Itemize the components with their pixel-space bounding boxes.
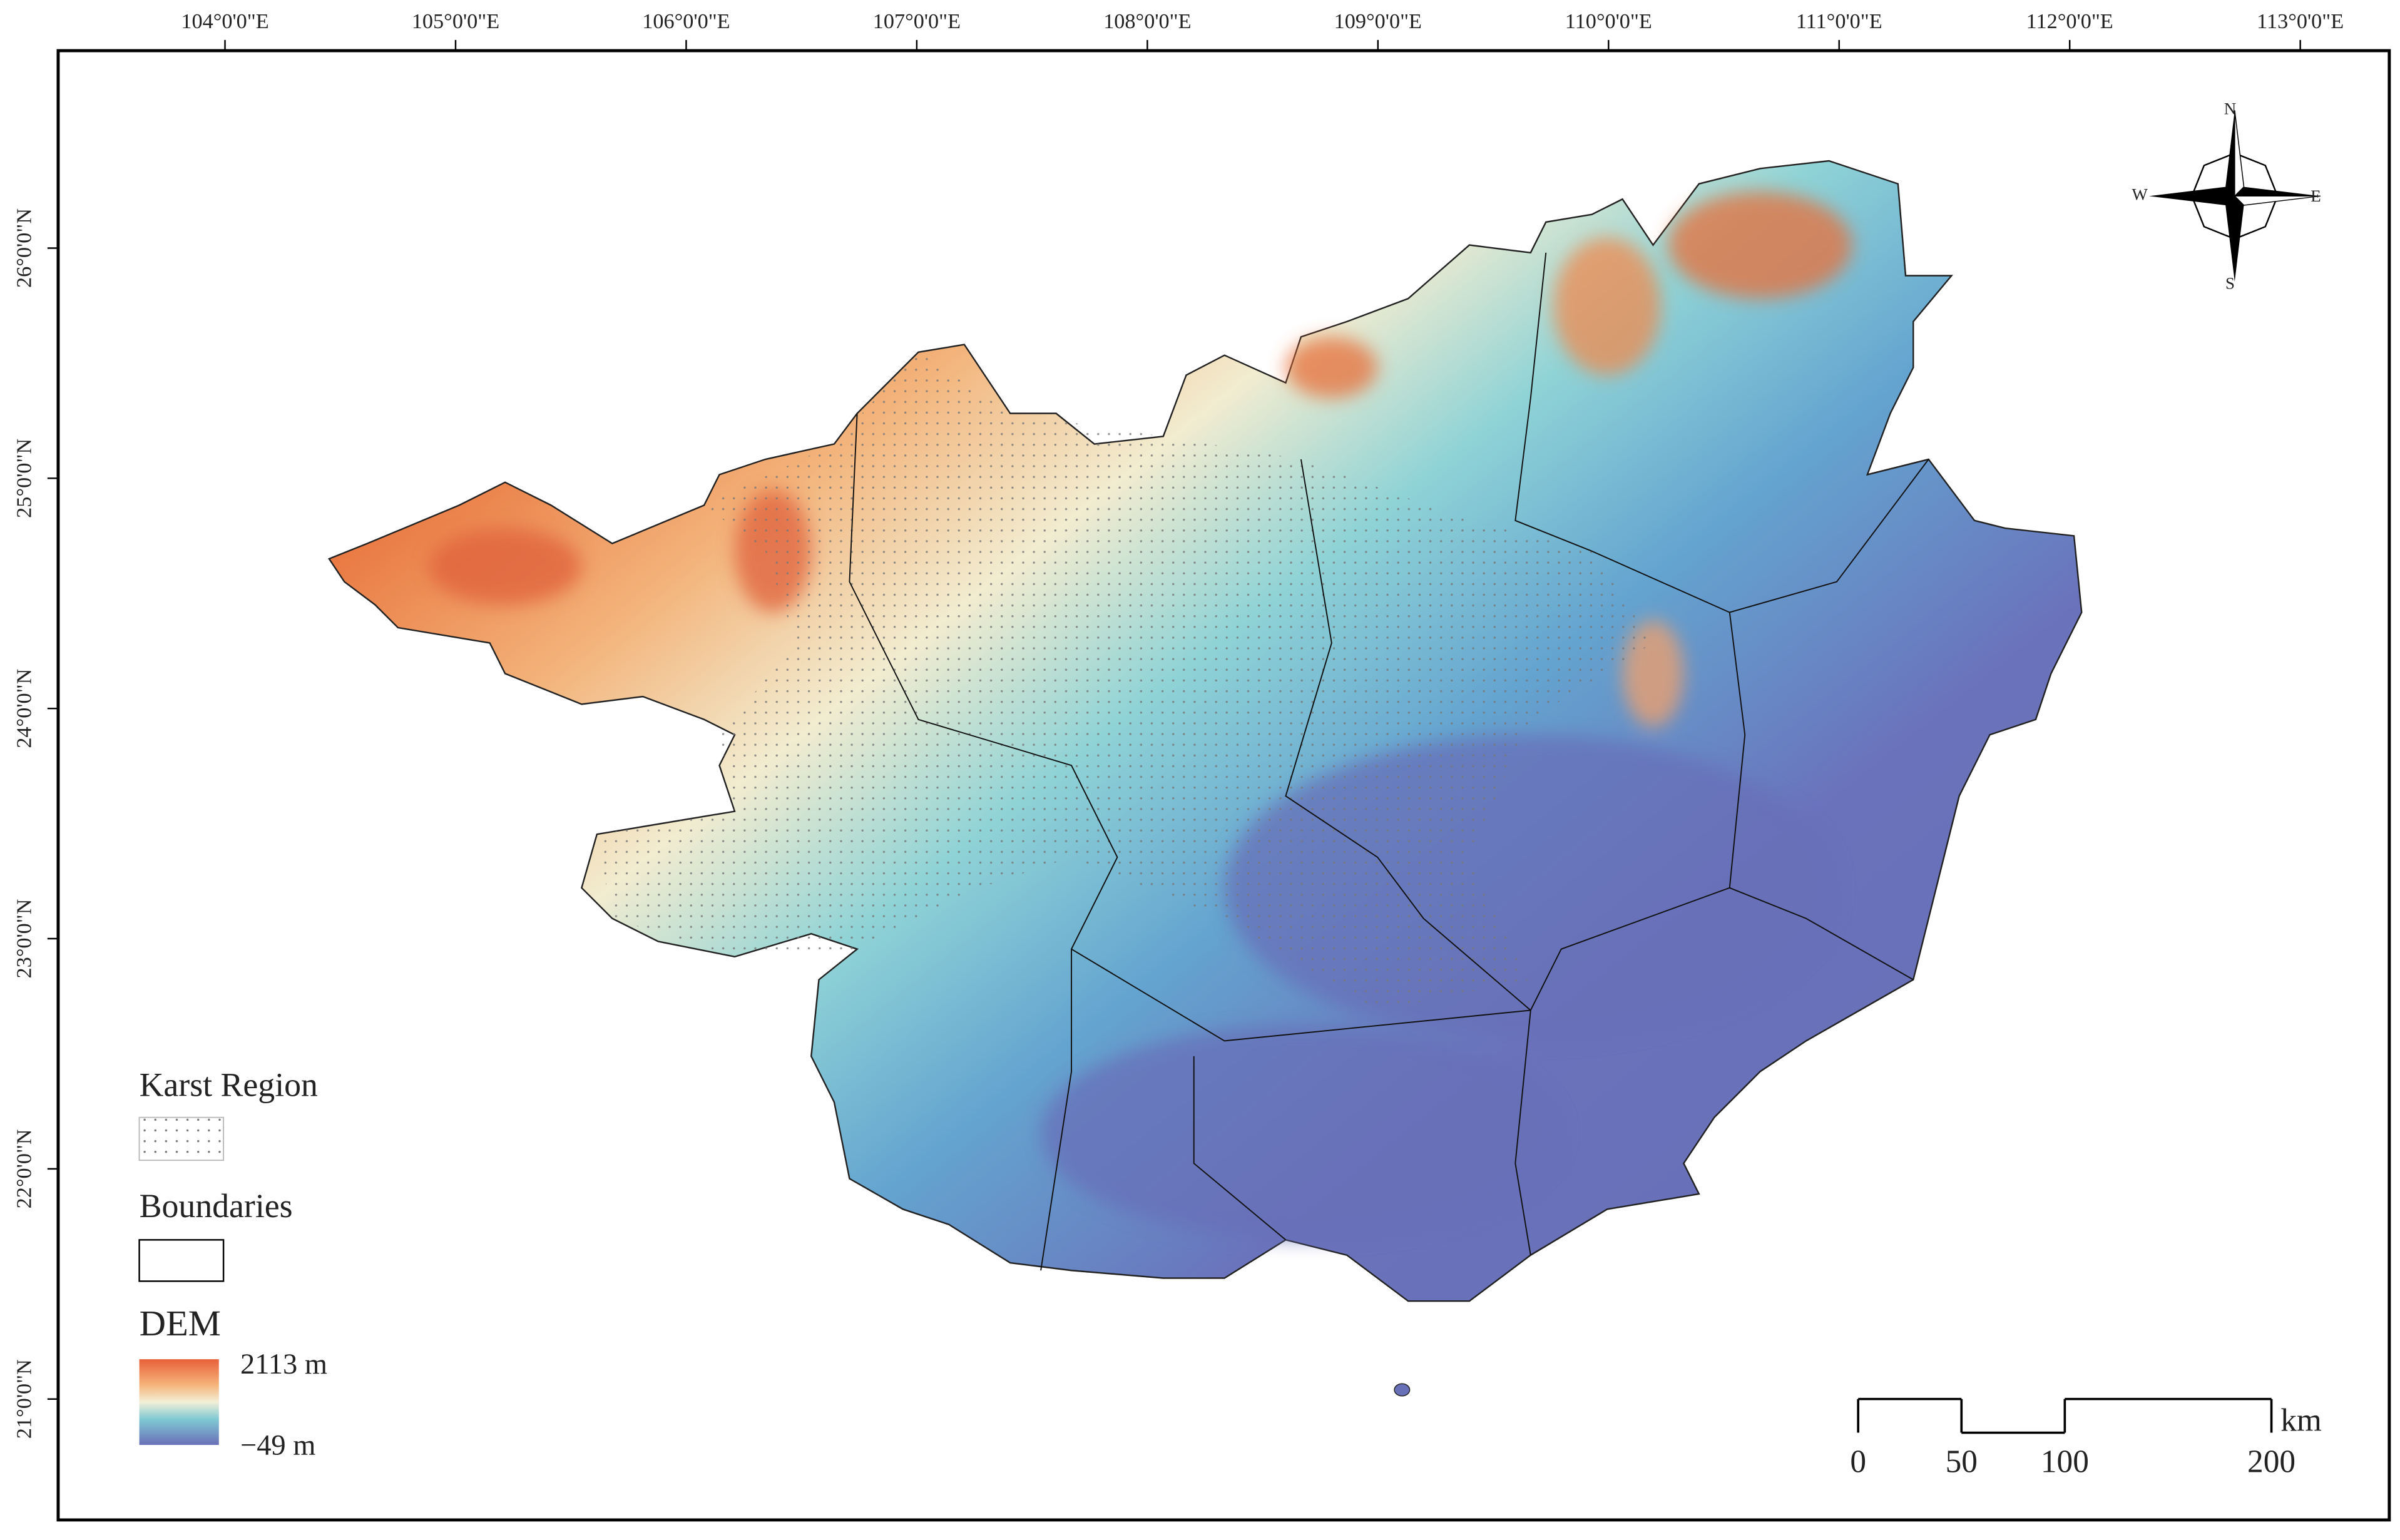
lon-label: 112°0'0"E bbox=[2026, 9, 2113, 33]
lon-label: 109°0'0"E bbox=[1334, 9, 1422, 33]
compass-n: N bbox=[2224, 99, 2236, 118]
lon-label: 108°0'0"E bbox=[1103, 9, 1191, 33]
compass-s: S bbox=[2225, 273, 2235, 292]
lat-label: 21°0'0"N bbox=[12, 1359, 36, 1439]
lon-label: 107°0'0"E bbox=[873, 9, 961, 33]
legend: Karst Region Boundaries DEM 2113 m −49 m bbox=[138, 1066, 327, 1462]
compass-w: W bbox=[2132, 185, 2148, 204]
legend-dem-min: −49 m bbox=[240, 1430, 315, 1462]
legend-dem-ramp bbox=[139, 1359, 219, 1446]
compass-e: E bbox=[2311, 186, 2321, 205]
lon-label: 104°0'0"E bbox=[181, 9, 268, 33]
lat-label: 25°0'0"N bbox=[12, 439, 36, 518]
scale-unit: km bbox=[2280, 1403, 2322, 1439]
lat-label: 22°0'0"N bbox=[12, 1129, 36, 1208]
graticule: 104°0'0"E 105°0'0"E 106°0'0"E 107°0'0"E 108°… bbox=[12, 9, 2344, 1439]
lat-label: 24°0'0"N bbox=[12, 669, 36, 748]
legend-dem-title: DEM bbox=[140, 1303, 221, 1344]
scale-label: 0 bbox=[1850, 1444, 1866, 1480]
north-arrow: N S W E bbox=[2132, 99, 2321, 293]
legend-boundaries-swatch bbox=[138, 1239, 225, 1282]
map-frame bbox=[56, 49, 2391, 1522]
lon-label: 105°0'0"E bbox=[412, 9, 499, 33]
boundaries bbox=[849, 252, 1929, 1271]
scale-label: 100 bbox=[2041, 1444, 2089, 1480]
karst-region bbox=[596, 352, 1653, 1011]
lat-label: 26°0'0"N bbox=[12, 208, 36, 288]
lat-label: 23°0'0"N bbox=[12, 899, 36, 979]
scale-label: 50 bbox=[1946, 1444, 1978, 1480]
lon-label: 111°0'0"E bbox=[1796, 9, 1882, 33]
lon-label: 113°0'0"E bbox=[2257, 9, 2344, 33]
scale-bar: 0 50 100 200 km bbox=[1850, 1397, 2322, 1480]
island bbox=[1394, 1383, 1411, 1397]
legend-karst-swatch bbox=[138, 1116, 225, 1161]
scale-label: 200 bbox=[2247, 1444, 2295, 1480]
lon-label: 106°0'0"E bbox=[642, 9, 730, 33]
compass-highlight bbox=[2234, 195, 2321, 206]
compass-ring bbox=[2191, 152, 2279, 240]
lon-label: 110°0'0"E bbox=[1565, 9, 1652, 33]
legend-karst-title: Karst Region bbox=[140, 1066, 318, 1104]
legend-dem-max: 2113 m bbox=[240, 1349, 327, 1380]
compass-highlight bbox=[2234, 110, 2245, 198]
legend-boundaries-title: Boundaries bbox=[140, 1187, 293, 1225]
land bbox=[327, 160, 2083, 1397]
